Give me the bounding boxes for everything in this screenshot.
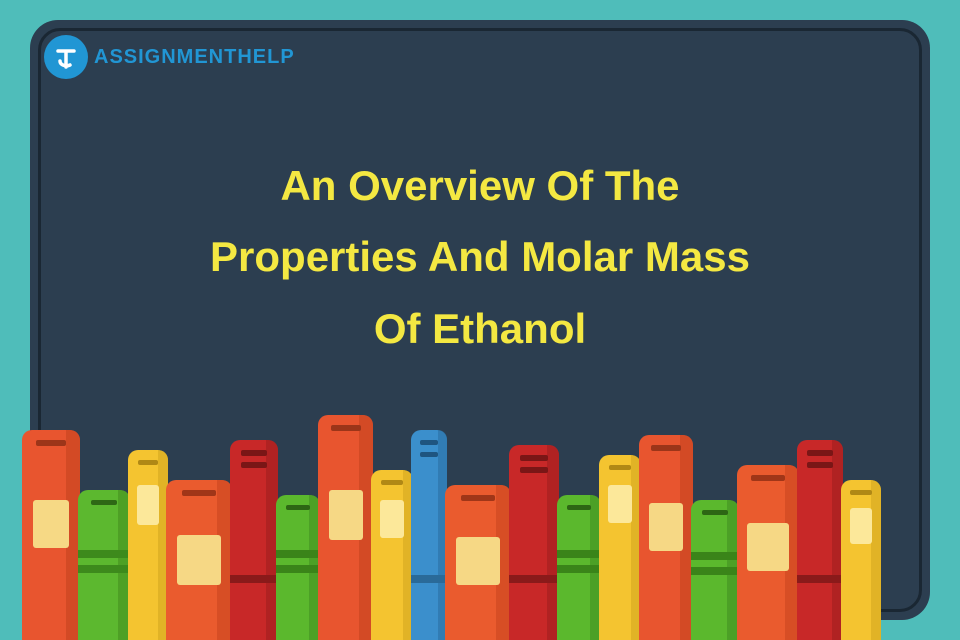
- logo-icon: [44, 35, 88, 79]
- book-item: [318, 415, 373, 640]
- book-item: [797, 440, 843, 640]
- book-item: [371, 470, 413, 640]
- logo-word-help: HELP: [237, 46, 294, 68]
- book-item: [230, 440, 278, 640]
- book-item: [841, 480, 881, 640]
- main-title: An Overview Of The Properties And Molar …: [0, 150, 960, 364]
- logo-text: ASSIGNMENTHELP: [94, 46, 295, 69]
- book-item: [166, 480, 232, 640]
- book-item: [445, 485, 511, 640]
- book-item: [22, 430, 80, 640]
- book-item: [128, 450, 168, 640]
- book-item: [411, 430, 447, 640]
- brand-logo: ASSIGNMENTHELP: [44, 35, 295, 79]
- book-item: [639, 435, 693, 640]
- book-item: [557, 495, 601, 640]
- book-item: [78, 490, 130, 640]
- book-item: [737, 465, 799, 640]
- title-line-1: An Overview Of The: [0, 150, 960, 221]
- title-line-2: Properties And Molar Mass: [0, 221, 960, 292]
- book-item: [691, 500, 739, 640]
- book-item: [276, 495, 320, 640]
- book-item: [599, 455, 641, 640]
- logo-word-assignment: ASSIGNMENT: [94, 46, 237, 68]
- books-row: [0, 410, 960, 640]
- book-item: [509, 445, 559, 640]
- title-line-3: Of Ethanol: [0, 293, 960, 364]
